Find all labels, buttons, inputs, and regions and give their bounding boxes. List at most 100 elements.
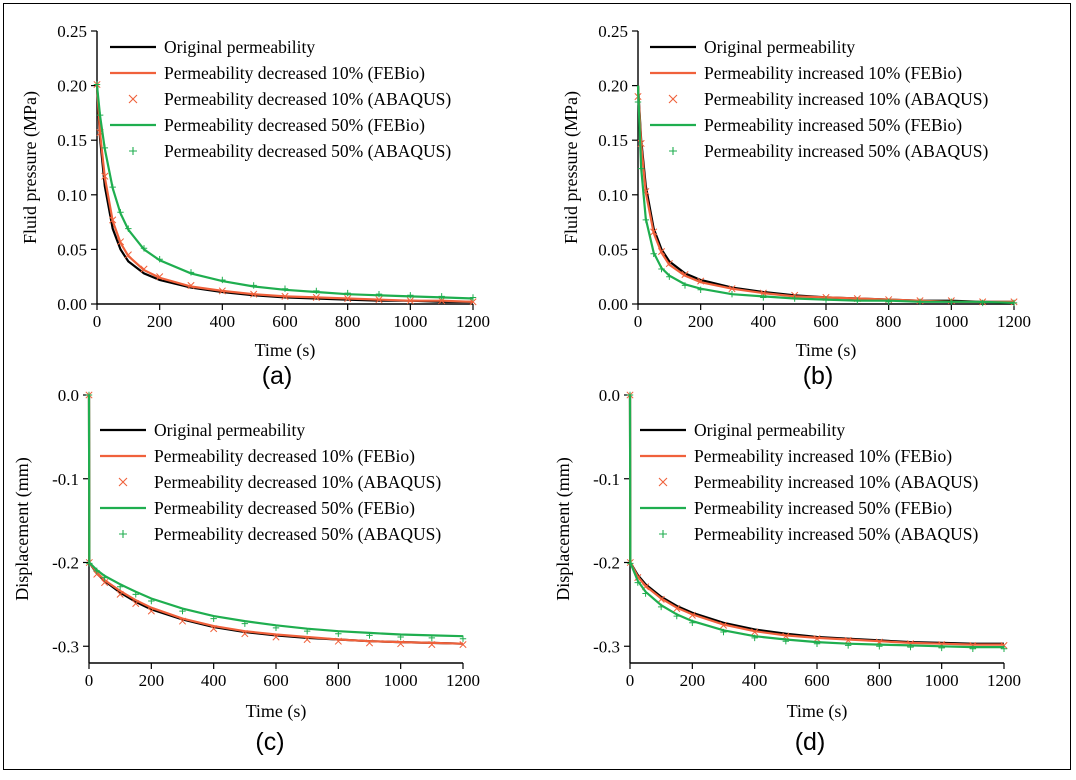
series-permeability-decreased-10-abaqus [93, 80, 477, 306]
data-point [272, 624, 280, 632]
y-tick-label: -0.3 [52, 637, 79, 656]
data-point [116, 238, 125, 246]
data-point [428, 634, 436, 642]
panel-label: (a) [262, 362, 293, 390]
x-tick-label: 1000 [393, 312, 427, 331]
data-point [751, 628, 759, 636]
data-point [697, 277, 705, 285]
legend-item: Permeability decreased 10% (FEBio) [100, 446, 415, 466]
legend: Original permeability Permeability decrea… [100, 420, 441, 544]
x-tick-label: 200 [680, 671, 706, 690]
y-tick-label: 0.10 [598, 186, 628, 205]
data-point [109, 216, 117, 224]
data-point [334, 637, 342, 645]
data-point [218, 287, 226, 295]
data-point [854, 297, 861, 304]
legend-label: Permeability decreased 50% (ABAQUS) [164, 141, 451, 161]
x-tick-label: 800 [876, 312, 902, 331]
series-permeability-increased-50-febio [636, 85, 1015, 304]
data-point [948, 298, 955, 306]
data-point [241, 620, 249, 627]
data-point [813, 640, 821, 647]
data-point [657, 248, 666, 256]
series-line [95, 85, 474, 300]
y-tick-label: 0.15 [598, 131, 628, 150]
data-point [344, 289, 351, 297]
data-point [397, 640, 405, 648]
data-point [681, 282, 689, 289]
data-point [366, 632, 373, 639]
data-point [876, 643, 883, 650]
data-point [657, 603, 665, 611]
x-tick-label: 400 [751, 312, 777, 331]
x-tick-label: 600 [272, 312, 298, 331]
legend-swatch [658, 477, 668, 487]
data-point [109, 183, 116, 191]
legend-label: Original permeability [154, 420, 305, 440]
legend-swatch [668, 94, 678, 104]
y-axis-title: Displacement (mm) [12, 457, 33, 600]
panel-a: 0 200 400 600 800 1000 1200 0.00 0.05 0.10 0.15 0.2… [20, 22, 490, 390]
data-point [673, 605, 681, 613]
data-point [673, 612, 680, 620]
data-point [407, 292, 414, 299]
data-point [642, 590, 649, 597]
data-point [650, 250, 657, 257]
y-tick-label: 0.00 [598, 295, 628, 314]
data-point [719, 621, 728, 629]
x-tick-label: 1200 [997, 312, 1031, 331]
y-axis-title: Fluid pressure (MPa) [561, 91, 582, 244]
x-tick-label: 200 [688, 312, 714, 331]
data-point [626, 391, 634, 399]
data-point [312, 293, 320, 302]
data-point [313, 287, 320, 295]
data-point [969, 645, 977, 652]
y-tick-label: 0.05 [57, 240, 87, 259]
legend: Original permeability Permeability decrea… [110, 37, 451, 161]
x-tick-label: 800 [335, 312, 361, 331]
legend-swatch [669, 147, 677, 155]
data-point [125, 225, 132, 232]
data-point [132, 599, 140, 608]
data-point [101, 579, 109, 587]
data-point [885, 298, 892, 306]
x-tick-label: 0 [626, 671, 635, 690]
data-point [124, 251, 132, 259]
y-tick-label: 0.10 [57, 186, 87, 205]
data-point [688, 611, 696, 619]
y-tick-label: -0.3 [593, 637, 620, 656]
figure-frame [3, 3, 1071, 770]
panel-label: (c) [255, 728, 284, 756]
legend-label: Permeability decreased 10% (ABAQUS) [164, 89, 451, 109]
series-line [636, 85, 1015, 304]
data-point [86, 560, 93, 567]
data-point [344, 294, 352, 303]
x-axis-title: Time (s) [246, 701, 307, 722]
data-point [140, 265, 148, 273]
y-axis-title: Displacement (mm) [553, 457, 574, 600]
x-tick-label: 0 [93, 312, 102, 331]
data-point [187, 281, 195, 289]
legend-item: Permeability decreased 50% (ABAQUS) [129, 141, 451, 161]
x-tick-label: 400 [742, 671, 768, 690]
x-tick-label: 1200 [446, 671, 480, 690]
data-point [916, 298, 924, 306]
legend-item: Permeability increased 10% (FEBio) [650, 63, 962, 83]
data-point [459, 635, 467, 642]
data-point [303, 627, 311, 635]
y-tick-label: 0.0 [58, 386, 79, 405]
data-point [375, 290, 383, 298]
data-point [179, 607, 186, 615]
y-tick-label: 0.25 [57, 22, 87, 41]
data-point [210, 625, 218, 633]
data-point [782, 638, 790, 645]
data-point [907, 643, 914, 651]
legend-label: Permeability decreased 10% (FEBio) [164, 63, 425, 83]
data-point [272, 633, 280, 641]
data-point [657, 595, 665, 603]
x-tick-label: 800 [867, 671, 893, 690]
data-point [469, 294, 477, 301]
y-tick-label: -0.2 [593, 554, 620, 573]
legend-item: Permeability increased 50% (ABAQUS) [659, 524, 978, 544]
